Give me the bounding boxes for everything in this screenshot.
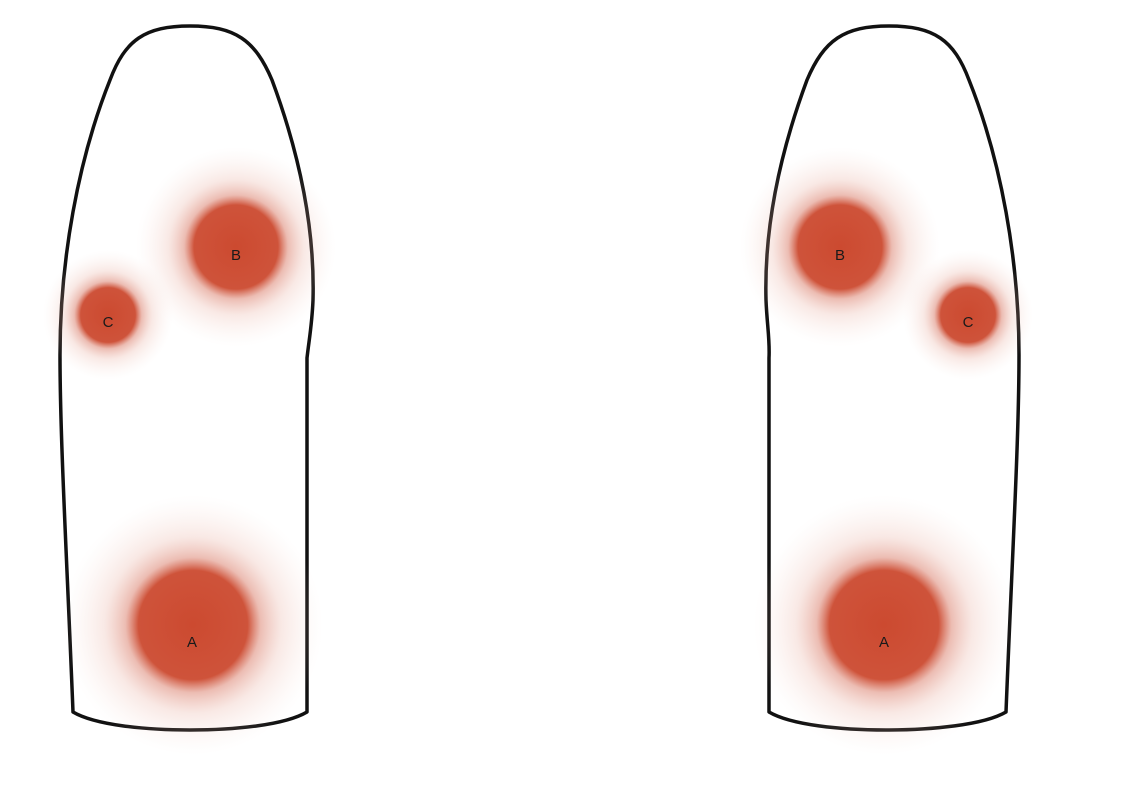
left-spot-b-label: B [231,247,241,264]
right-spot-c: C [903,250,1033,380]
left-spot-a-label: A [187,634,197,651]
left-spot-c-mark [43,250,173,380]
right-spot-a-label: A [879,634,889,651]
right-spot-a: A [754,495,1014,755]
left-spot-a: A [63,495,323,755]
right-spot-c-label: C [963,314,974,331]
right-finger: A B C [740,24,1033,755]
left-spot-b-mark [136,147,336,347]
right-spot-b-label: B [835,247,845,264]
left-spot-b: B [136,147,336,347]
right-spot-b: B [740,147,940,347]
left-spot-a-mark [63,495,323,755]
left-spot-c-label: C [103,314,114,331]
right-spot-b-mark [740,147,940,347]
right-spot-c-mark [903,250,1033,380]
left-spot-c: C [43,250,173,380]
right-spot-a-mark [754,495,1014,755]
left-finger: A B C [43,24,336,755]
